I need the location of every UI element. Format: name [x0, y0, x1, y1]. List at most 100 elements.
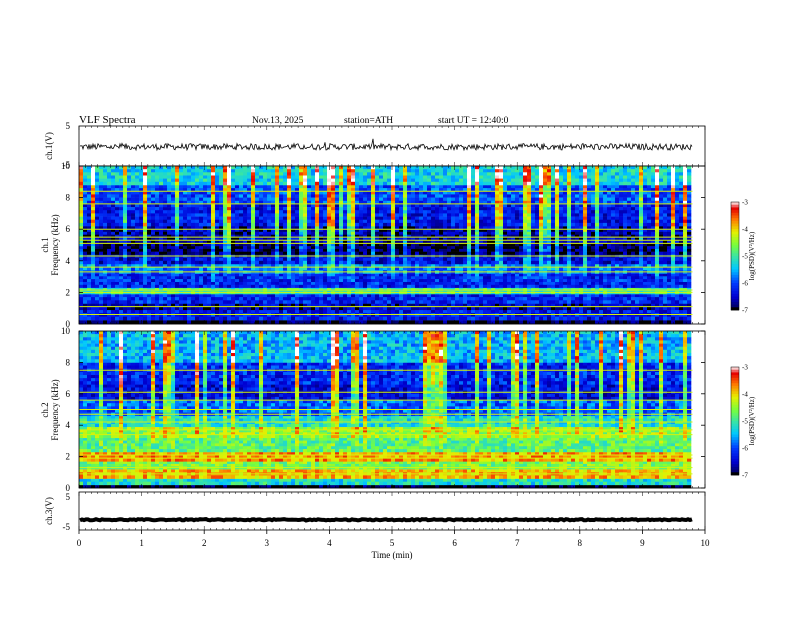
spectrogram-cell	[415, 240, 420, 244]
spectrogram-cell	[351, 320, 356, 325]
spectrogram-cell	[515, 300, 520, 304]
spectrogram-cell	[399, 309, 404, 314]
spectrogram-cell	[411, 279, 416, 283]
spectrogram-cell	[123, 251, 128, 255]
spectrogram-cell	[227, 284, 232, 288]
spectrogram-cell	[603, 313, 608, 317]
spectrogram-cell	[107, 282, 112, 286]
spectrogram-cell	[463, 316, 468, 321]
spectrogram-cell	[411, 203, 416, 208]
spectrogram-cell	[111, 260, 116, 265]
spectrogram-cell	[635, 231, 640, 235]
spectrogram-cell	[523, 309, 528, 314]
spectrogram-cell	[215, 257, 220, 262]
spectrogram-cell	[531, 320, 536, 325]
spectrogram-cell	[379, 287, 384, 292]
spectrogram-cell	[607, 251, 612, 255]
spectrogram-cell	[179, 284, 184, 288]
spectrogram-cell	[303, 284, 308, 288]
spectrogram-cell	[179, 316, 184, 321]
spectrogram-cell	[307, 294, 312, 298]
spectrogram-cell	[119, 237, 124, 241]
spectrogram-cell	[147, 228, 152, 233]
spectrogram-cell	[579, 300, 584, 304]
spectrogram-cell	[543, 267, 548, 271]
spectrogram-cell	[263, 279, 268, 283]
spectrogram-cell	[103, 297, 108, 301]
spectrogram-cell	[255, 240, 260, 244]
spectrogram-cell	[599, 306, 604, 311]
spectrogram-cell	[583, 228, 588, 233]
spectrogram-cell	[543, 228, 548, 233]
spectrogram-cell	[227, 264, 232, 268]
spectrogram-cell	[95, 226, 100, 230]
spectrogram-cell	[267, 309, 272, 314]
spectrogram-cell	[507, 282, 512, 286]
spectrogram-cell	[303, 226, 308, 230]
spectrogram-cell	[123, 264, 128, 268]
spectrogram-cell	[339, 264, 344, 268]
spectrogram-cell	[651, 276, 656, 280]
spectrogram-cell	[95, 306, 100, 311]
spectrogram-cell	[407, 240, 412, 244]
spectrogram-cell	[443, 228, 448, 233]
spectrogram-cell	[235, 264, 240, 268]
spectrogram-cell	[539, 248, 544, 252]
spectrogram-cell	[583, 273, 588, 277]
spectrogram-cell	[307, 287, 312, 292]
spectrogram-cell	[79, 294, 84, 298]
spectrogram-cell	[179, 320, 184, 325]
spectrogram-cell	[231, 226, 236, 230]
spectrogram-cell	[395, 248, 400, 252]
spectrogram-cell	[363, 276, 368, 280]
spectrogram-cell	[447, 237, 452, 241]
spectrogram-cell	[623, 294, 628, 298]
spectrogram-cell	[259, 273, 264, 277]
spectrogram-cell	[671, 320, 676, 325]
spectrogram-cell	[211, 287, 216, 292]
spectrogram-cell	[351, 257, 356, 262]
spectrogram-cell	[87, 226, 92, 230]
spectrogram-cell	[615, 246, 620, 250]
spectrogram-cell	[391, 257, 396, 262]
spectrogram-cell	[411, 248, 416, 252]
spectrogram-cell	[475, 309, 480, 314]
spectrogram-cell	[647, 234, 652, 238]
spectrogram-cell	[663, 237, 668, 241]
spectrogram-cell	[107, 303, 112, 307]
spectrogram-cell	[651, 248, 656, 252]
spectrogram-cell	[363, 294, 368, 298]
spectrogram-cell	[631, 273, 636, 277]
spectrogram-cell	[271, 309, 276, 314]
spectrogram-cell	[651, 251, 656, 255]
spectrogram-cell	[99, 273, 104, 277]
spectrogram-cell	[315, 287, 320, 292]
spectrogram-cell	[151, 300, 156, 304]
spectrogram-cell	[291, 297, 296, 301]
spectrogram-cell	[619, 243, 624, 247]
spectrogram-cell	[463, 228, 468, 233]
spectrogram-cell	[291, 294, 296, 298]
spectrogram-cell	[287, 228, 292, 233]
spectrogram-cell	[663, 257, 668, 262]
spectrogram-cell	[563, 260, 568, 265]
spectrogram-cell	[355, 264, 360, 268]
spectrogram-cell	[587, 267, 592, 271]
spectrogram-cell	[655, 228, 660, 233]
spectrogram-cell	[335, 313, 340, 317]
spectrogram-cell	[219, 273, 224, 277]
spectrogram-cell	[347, 267, 352, 271]
spectrogram-cell	[611, 228, 616, 233]
spectrogram-cell	[247, 300, 252, 304]
spectrogram-cell	[575, 264, 580, 268]
spectrogram-cell	[467, 237, 472, 241]
spectrogram-cell	[95, 251, 100, 255]
spectrogram-cell	[523, 251, 528, 255]
spectrogram-cell	[303, 240, 308, 244]
spectrogram-cell	[203, 228, 208, 233]
spectrogram-cell	[195, 234, 200, 238]
spectrogram-cell	[375, 294, 380, 298]
spectrogram-cell	[331, 279, 336, 283]
spectrogram-cell	[227, 243, 232, 247]
spectrogram-cell	[107, 320, 112, 325]
